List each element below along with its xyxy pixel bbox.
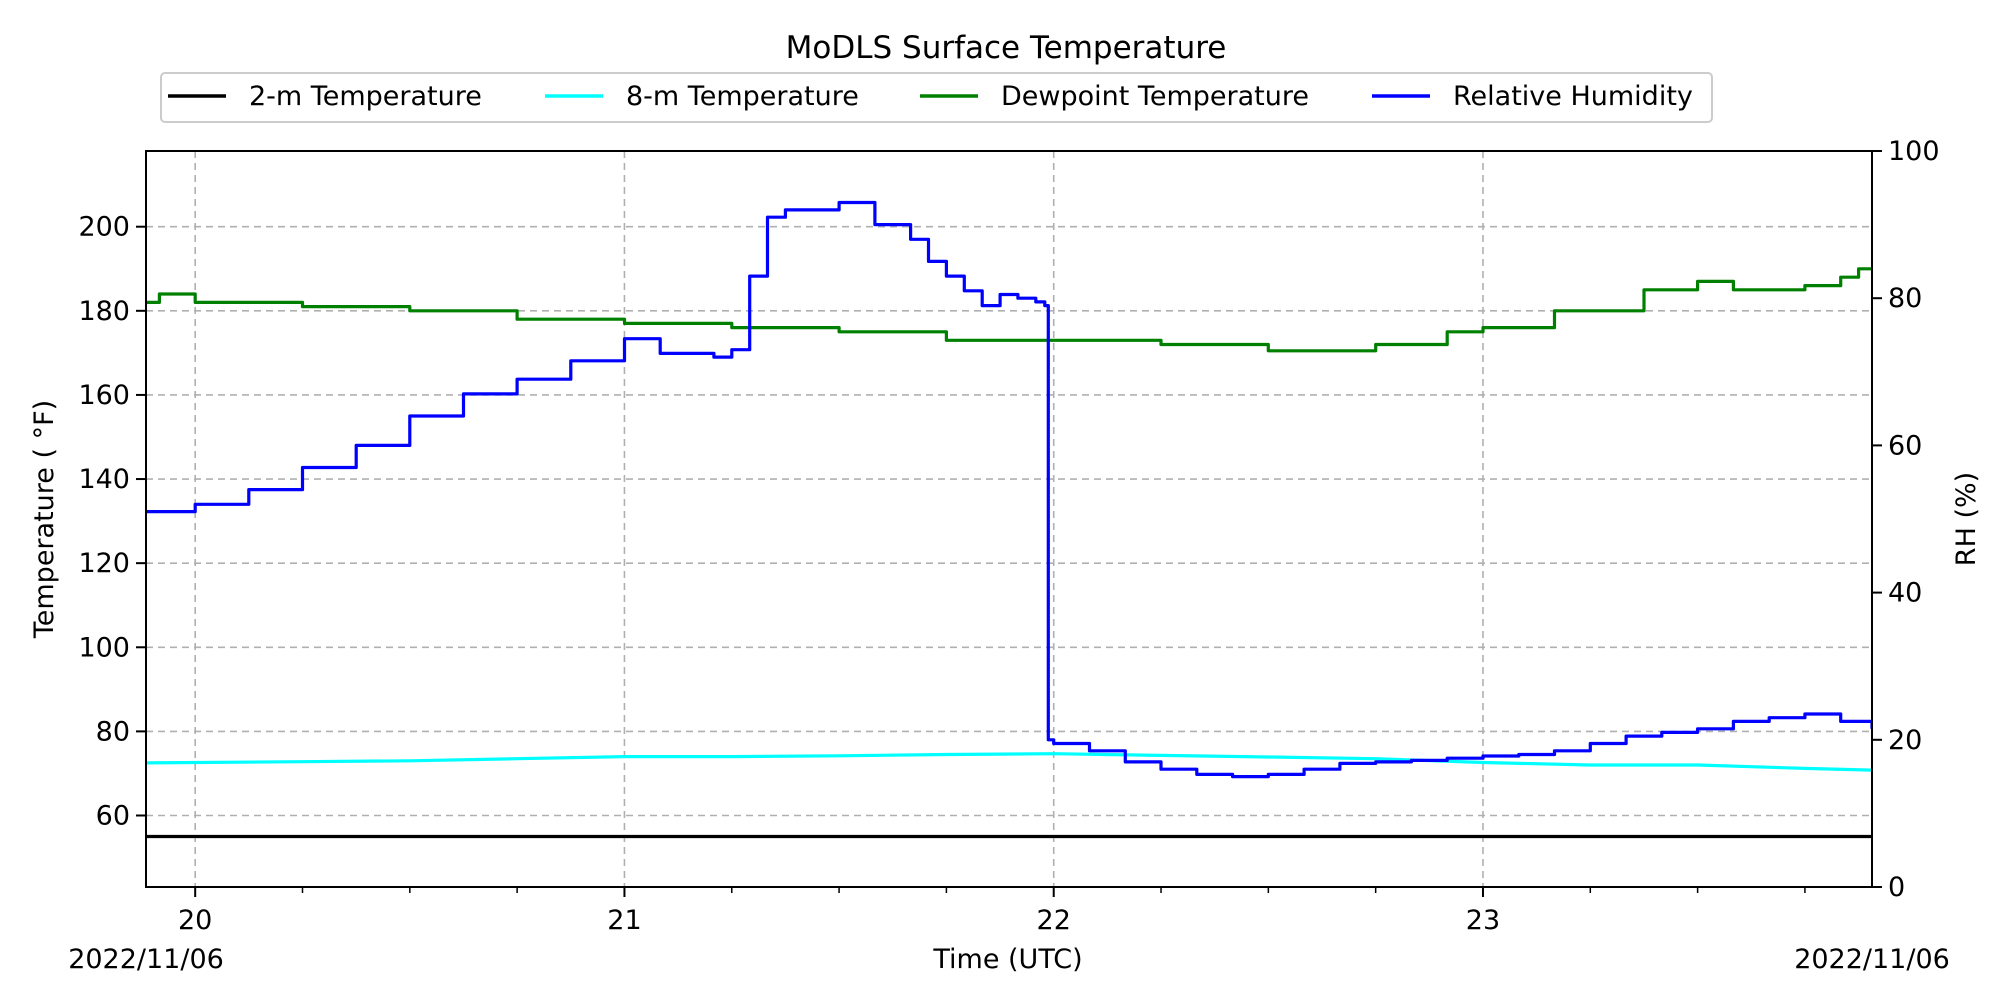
series-line-relative-humidity [146,200,1872,779]
y-left-tick-label: 200 [78,212,130,243]
y-right-tick-label: 60 [1888,430,1922,461]
x-tick-label: 20 [178,905,212,936]
y-left-tick-label: 100 [78,632,130,663]
legend-label-relative-humidity: Relative Humidity [1453,81,1693,112]
y-right-tick-label: 40 [1888,578,1922,609]
y-left-tick-label: 180 [78,296,130,327]
plot-area-frame [145,150,1873,888]
y-left-tick-label: 120 [78,548,130,579]
legend: 2-m Temperature 8-m Temperature Dewpoint T… [160,72,1713,123]
series-layer [146,200,1872,839]
series-line-dewpoint-temperature [146,267,1872,353]
grid-layer [146,151,1872,887]
y-axis-left-label: Temperature ( °F) [29,400,60,639]
x-axis-label: Time (UTC) [932,944,1082,975]
y-right-tick-label: 20 [1888,725,1922,756]
date-label-left: 2022/11/06 [68,944,224,975]
y-right-tick-label: 0 [1888,872,1905,903]
x-tick-label: 23 [1466,905,1500,936]
series-line-8-m-temperature [146,752,1872,772]
date-label-right: 2022/11/06 [1794,944,1950,975]
y-right-tick-label: 100 [1888,136,1940,167]
axis-layer: 20 21 22 23 60 80 100 120 140 160 180 200 0 20 40 60 80 1… [78,136,1939,936]
y-left-tick-label: 160 [78,380,130,411]
y-left-tick-label: 60 [96,801,130,832]
y-axis-right-label: RH (%) [1951,472,1982,566]
y-left-tick-label: 80 [96,716,130,747]
legend-label-8-m-temperature: 8-m Temperature [626,81,859,112]
legend-label-dewpoint-temperature: Dewpoint Temperature [1001,81,1309,112]
y-right-tick-label: 80 [1888,283,1922,314]
y-left-tick-label: 140 [78,464,130,495]
x-tick-label: 22 [1037,905,1071,936]
chart-title: MoDLS Surface Temperature [786,30,1227,66]
legend-label-2-m-temperature: 2-m Temperature [249,81,482,112]
x-tick-label: 21 [607,905,641,936]
